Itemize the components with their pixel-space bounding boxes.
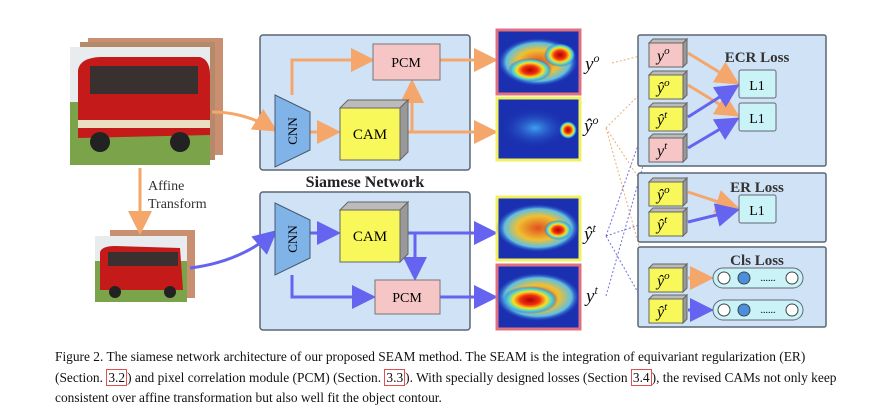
cnn-bottom	[274, 202, 311, 276]
transformed-image	[95, 230, 195, 302]
cam-bottom: CAM	[338, 200, 410, 264]
network-title: Siamese Network	[306, 174, 425, 191]
pcm-label: PCM	[391, 56, 421, 71]
figure-caption: Figure 2. The siamese network architectu…	[55, 347, 855, 409]
section-link-3-3[interactable]: 3.3	[384, 368, 406, 386]
ecr-l1-1: L1	[738, 69, 777, 99]
svg-text:ŷo: ŷo	[655, 270, 670, 290]
svg-text:yt: yt	[655, 140, 668, 160]
label-yhat-o: ŷo	[582, 113, 598, 137]
label-y-t: yt	[584, 283, 598, 307]
svg-text:ŷt: ŷt	[655, 214, 668, 234]
pcm-top	[372, 43, 441, 81]
cam-top: CAM	[338, 98, 410, 162]
heatmap-yhat-o	[495, 96, 582, 162]
cnn-label: CNN	[285, 225, 300, 253]
label-y-o: yo	[583, 51, 599, 75]
svg-text:ŷt: ŷt	[655, 109, 668, 129]
ecr-cube-yhat-t: ŷt	[647, 101, 689, 133]
svg-text:L1: L1	[749, 79, 765, 94]
cnn-label: CNN	[285, 117, 300, 145]
original-image	[70, 38, 223, 165]
ecr-l1-2: L1	[738, 102, 777, 132]
svg-text:L1: L1	[749, 204, 765, 219]
cls-vector-o: ......	[712, 267, 804, 289]
heatmap-yhat-t	[495, 195, 582, 262]
cnn-top	[274, 94, 311, 168]
heatmap-y-o	[495, 28, 582, 96]
pcm-bottom	[374, 279, 441, 315]
ecr-loss-title: ECR Loss	[725, 50, 790, 66]
seam-diagram: Affine Transform Siamese Network CNN CAM…	[70, 28, 827, 331]
caption-text: ). With specially designed losses (Secti…	[405, 369, 631, 385]
caption-text: ), the revised CAMs not only keep consis…	[55, 369, 837, 406]
caption-text: Figure 2. The siamese network architectu…	[55, 349, 806, 385]
cls-cube-yhat-o: ŷo	[647, 262, 689, 294]
svg-text:ŷo: ŷo	[655, 184, 670, 204]
er-cube-yhat-o: ŷo	[647, 176, 689, 208]
svg-text:ŷt: ŷt	[655, 301, 668, 321]
svg-text:......: ......	[761, 273, 776, 284]
svg-text:......: ......	[761, 305, 776, 316]
er-loss-title: ER Loss	[730, 180, 784, 196]
section-link-3-4[interactable]: 3.4	[630, 368, 652, 386]
label-yhat-t: ŷt	[582, 221, 596, 245]
caption-text: ) and pixel correlation module (PCM) (Se…	[127, 369, 385, 385]
pcm-label: PCM	[392, 291, 422, 306]
affine-label-1: Affine	[148, 179, 184, 194]
ecr-cube-y-o: yo	[647, 37, 689, 69]
affine-label-2: Transform	[148, 197, 207, 212]
svg-text:L1: L1	[749, 112, 765, 127]
section-link-3-2[interactable]: 3.2	[106, 368, 128, 386]
heatmap-y-t	[495, 263, 582, 331]
cls-cube-yhat-t: ŷt	[647, 293, 689, 325]
er-l1: L1	[738, 194, 777, 224]
svg-text:ŷo: ŷo	[655, 77, 670, 97]
ecr-cube-yhat-o: ŷo	[647, 69, 689, 101]
svg-text:yo: yo	[655, 45, 670, 65]
cls-loss-title: Cls Loss	[730, 253, 784, 269]
er-cube-yhat-t: ŷt	[647, 206, 689, 238]
cam-label: CAM	[353, 229, 387, 245]
cam-label: CAM	[353, 127, 387, 143]
ecr-cube-y-t: yt	[647, 132, 689, 164]
cls-vector-t: ......	[712, 299, 804, 321]
